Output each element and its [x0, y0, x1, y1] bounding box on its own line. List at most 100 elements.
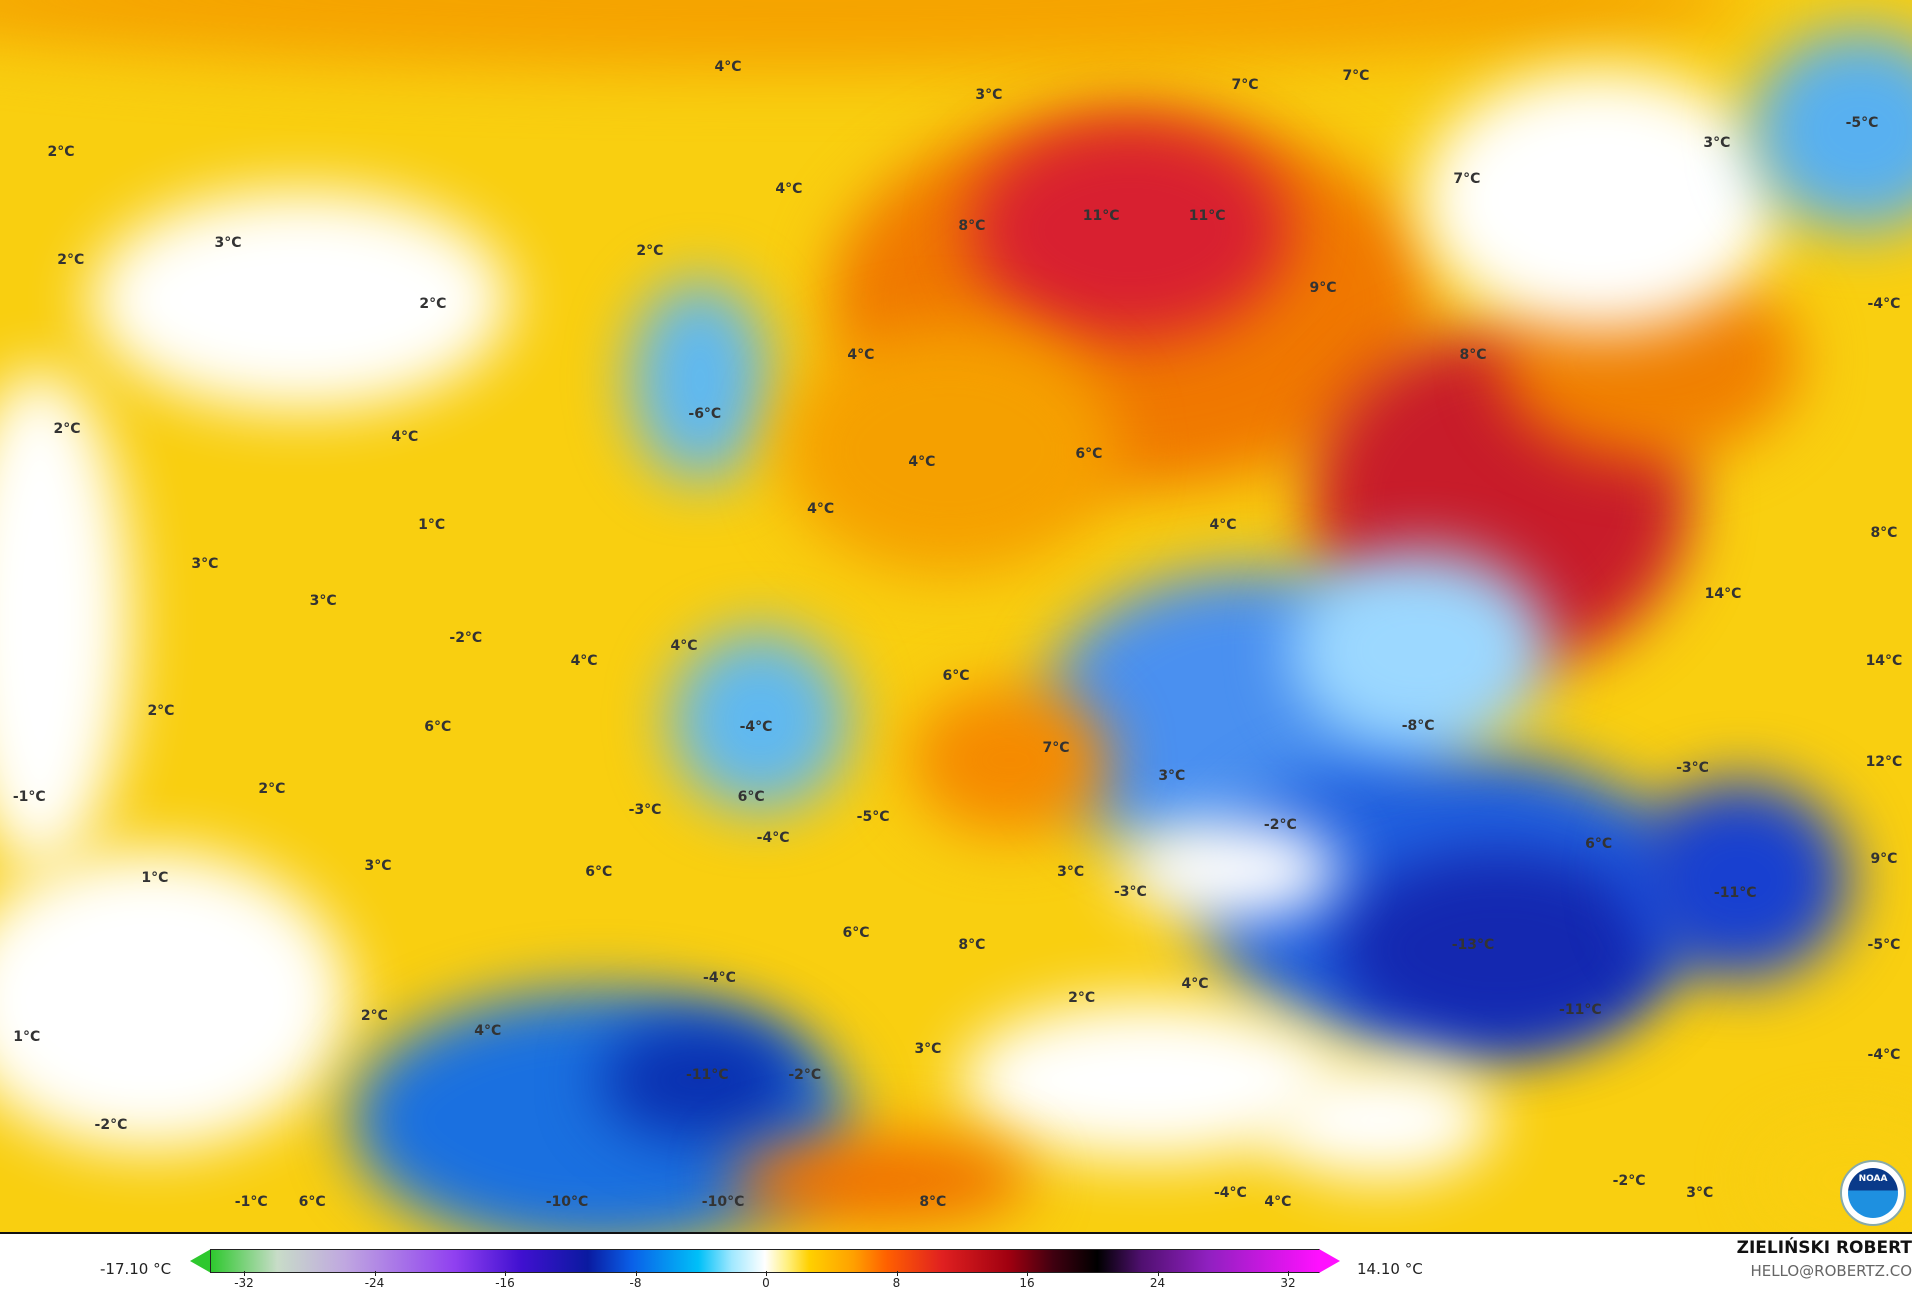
colorbar-tick-label: -8 — [629, 1276, 642, 1290]
colorbar — [190, 1249, 1340, 1273]
temperature-label: 6°C — [842, 925, 870, 942]
field-region — [0, 850, 350, 1150]
colorbar-left-arrow — [190, 1249, 211, 1273]
temperature-label: 7°C — [1342, 67, 1370, 84]
colorbar-min-label: -17.10 °C — [100, 1260, 172, 1278]
temperature-label: -11°C — [685, 1066, 729, 1083]
temperature-label: 8°C — [1459, 346, 1487, 363]
temperature-label: 3°C — [309, 593, 337, 610]
temperature-label: -11°C — [1713, 884, 1757, 901]
temperature-label: 14°C — [1865, 653, 1903, 670]
colorbar-tick-mark — [896, 1271, 898, 1276]
field-region — [970, 120, 1290, 340]
temperature-label: 4°C — [908, 454, 936, 471]
temperature-label: 4°C — [1264, 1193, 1292, 1210]
temperature-label: 3°C — [191, 555, 219, 572]
temperature-label: 6°C — [737, 788, 765, 805]
field-region — [670, 630, 850, 810]
temperature-label: 1°C — [13, 1028, 41, 1045]
temperature-label: -2°C — [1612, 1172, 1646, 1189]
colorbar-right-arrow — [1319, 1249, 1340, 1273]
colorbar-tick-mark — [505, 1271, 506, 1276]
temperature-label: 4°C — [474, 1022, 502, 1039]
temperature-label: -2°C — [788, 1066, 822, 1083]
field-region — [630, 280, 770, 480]
temperature-label: 2°C — [419, 295, 447, 312]
temperature-label: 1°C — [141, 870, 169, 887]
temperature-label: -6°C — [688, 405, 722, 422]
temperature-label: 4°C — [391, 428, 419, 445]
temperature-label: 14°C — [1704, 586, 1742, 603]
field-region — [780, 325, 1120, 575]
temperature-label: -3°C — [1113, 883, 1147, 900]
temperature-label: -5°C — [856, 809, 890, 826]
field-region — [1630, 780, 1850, 980]
temperature-label: 2°C — [360, 1008, 388, 1025]
temperature-label: 2°C — [47, 144, 75, 161]
temperature-label: 4°C — [775, 181, 803, 198]
temperature-label: 9°C — [1309, 279, 1337, 296]
temperature-label: -4°C — [1867, 1047, 1901, 1064]
temperature-label: 2°C — [258, 781, 286, 798]
temperature-label: 8°C — [958, 217, 986, 234]
field-region — [1290, 550, 1550, 750]
colorbar-max-label: 14.10 °C — [1357, 1260, 1423, 1278]
temperature-label: 4°C — [670, 638, 698, 655]
temperature-label: -1°C — [234, 1193, 268, 1210]
temperature-label: -10°C — [545, 1193, 589, 1210]
colorbar-gradient — [210, 1249, 1320, 1273]
temperature-label: 4°C — [1209, 516, 1237, 533]
noaa-logo: NOAA — [1840, 1160, 1906, 1226]
field-region — [1335, 850, 1665, 1050]
temperature-label: 7°C — [1231, 77, 1259, 94]
temperature-label: 6°C — [1075, 445, 1103, 462]
temperature-label: 3°C — [975, 87, 1003, 104]
temperature-label: 4°C — [1181, 976, 1209, 993]
colorbar-tick-mark — [1288, 1271, 1289, 1276]
temperature-label: 4°C — [570, 653, 598, 670]
temperature-label: 6°C — [942, 667, 970, 684]
temperature-label: -13°C — [1451, 937, 1495, 954]
temperature-label: 6°C — [1585, 836, 1613, 853]
author-credit: ZIELIŃSKI ROBERT — [1736, 1238, 1912, 1258]
temperature-label: 11°C — [1188, 207, 1226, 224]
colorbar-tick-label: 24 — [1149, 1276, 1166, 1290]
temperature-label: 2°C — [53, 421, 81, 438]
temperature-label: 3°C — [1703, 134, 1731, 151]
field-region — [910, 685, 1110, 835]
temperature-label: 7°C — [1453, 171, 1481, 188]
temperature-label: 3°C — [1158, 767, 1186, 784]
temperature-label: -3°C — [1676, 760, 1709, 777]
temperature-label: 2°C — [1068, 989, 1096, 1006]
temperature-label: 12°C — [1865, 754, 1903, 771]
temperature-label: 3°C — [914, 1041, 942, 1058]
temperature-label: 3°C — [1057, 864, 1085, 881]
field-region — [600, 1020, 800, 1140]
temperature-label: 7°C — [1042, 739, 1070, 756]
temperature-label: 3°C — [1686, 1184, 1714, 1201]
colorbar-tick-mark — [244, 1271, 245, 1276]
colorbar-tick-mark — [1027, 1271, 1028, 1276]
temperature-label: 6°C — [585, 864, 613, 881]
temperature-label: 8°C — [1870, 525, 1898, 542]
colorbar-tick-label: -32 — [234, 1276, 254, 1290]
temperature-label: -3°C — [628, 801, 662, 818]
temperature-label: 2°C — [57, 251, 85, 268]
temperature-label: -4°C — [1867, 295, 1901, 312]
temperature-anomaly-map: 4°C 3°C 7°C 7°C 2°C 4°C 11°C 11°C 8°C 7°C 3°C -5°C 3… — [0, 0, 1912, 1234]
temperature-label: 2°C — [147, 703, 175, 720]
author-email: HELLO@ROBERTZ.CO — [1750, 1262, 1912, 1280]
temperature-label: 4°C — [847, 346, 875, 363]
temperature-label: 3°C — [364, 858, 392, 875]
noaa-logo-text: NOAA — [1848, 1168, 1898, 1218]
temperature-label: 1°C — [418, 516, 446, 533]
temperature-label: 8°C — [919, 1193, 947, 1210]
temperature-label: 6°C — [298, 1193, 326, 1210]
temperature-label: 3°C — [214, 234, 242, 251]
field-region — [1420, 70, 1780, 330]
temperature-label: 8°C — [958, 937, 986, 954]
temperature-label: 2°C — [636, 243, 664, 260]
temperature-label: -5°C — [1845, 115, 1879, 132]
temperature-label: 6°C — [424, 719, 452, 735]
colorbar-tick-label: -16 — [495, 1276, 515, 1290]
